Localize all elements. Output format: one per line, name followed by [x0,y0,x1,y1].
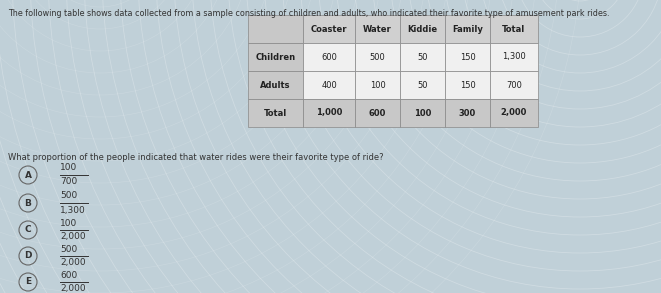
Text: 1,300: 1,300 [60,205,86,214]
Text: 1,000: 1,000 [316,108,342,117]
Text: 600: 600 [321,52,337,62]
Text: 500: 500 [60,192,77,200]
Text: 500: 500 [60,244,77,253]
Text: Family: Family [452,25,483,33]
Bar [303,99,355,127]
Text: Kiddie: Kiddie [407,25,438,33]
Text: 100: 100 [60,219,77,227]
Text: Total: Total [502,25,525,33]
Text: 2,000: 2,000 [60,258,86,268]
Bar [303,15,355,43]
Bar [445,15,490,43]
Bar [490,15,538,43]
Text: 400: 400 [321,81,337,89]
Text: Children: Children [255,52,295,62]
Text: 100: 100 [369,81,385,89]
Bar [248,43,303,71]
Bar [248,15,303,43]
Text: C: C [24,226,31,234]
Text: 600: 600 [369,108,386,117]
Text: 50: 50 [417,52,428,62]
Text: Water: Water [363,25,392,33]
Bar [445,71,490,99]
Text: A: A [24,171,32,180]
Bar [303,71,355,99]
Text: 150: 150 [459,52,475,62]
Bar [400,99,445,127]
Bar [355,43,400,71]
Text: 2,000: 2,000 [501,108,527,117]
Bar [355,71,400,99]
Text: Total: Total [264,108,287,117]
Text: 300: 300 [459,108,476,117]
Bar [400,43,445,71]
Bar [400,71,445,99]
Bar [248,71,303,99]
Bar [445,43,490,71]
Text: Coaster: Coaster [311,25,347,33]
Text: 700: 700 [60,178,77,187]
Bar [355,15,400,43]
Text: 2,000: 2,000 [60,285,86,293]
Text: The following table shows data collected from a sample consisting of children an: The following table shows data collected… [8,9,609,18]
Bar [248,99,303,127]
Bar [490,43,538,71]
Text: B: B [24,198,32,207]
Text: 100: 100 [60,163,77,173]
Text: 2,000: 2,000 [60,233,86,241]
Text: What proportion of the people indicated that water rides were their favorite typ: What proportion of the people indicated … [8,153,383,162]
Text: 1,300: 1,300 [502,52,526,62]
Text: D: D [24,251,32,260]
Text: Adults: Adults [260,81,291,89]
Bar [445,99,490,127]
Text: 600: 600 [60,270,77,280]
Text: 100: 100 [414,108,431,117]
Bar [490,99,538,127]
Bar [490,71,538,99]
Bar [355,99,400,127]
Text: E: E [25,277,31,287]
Text: 150: 150 [459,81,475,89]
Text: 50: 50 [417,81,428,89]
Text: 500: 500 [369,52,385,62]
Bar [303,43,355,71]
Text: 700: 700 [506,81,522,89]
Bar [400,15,445,43]
